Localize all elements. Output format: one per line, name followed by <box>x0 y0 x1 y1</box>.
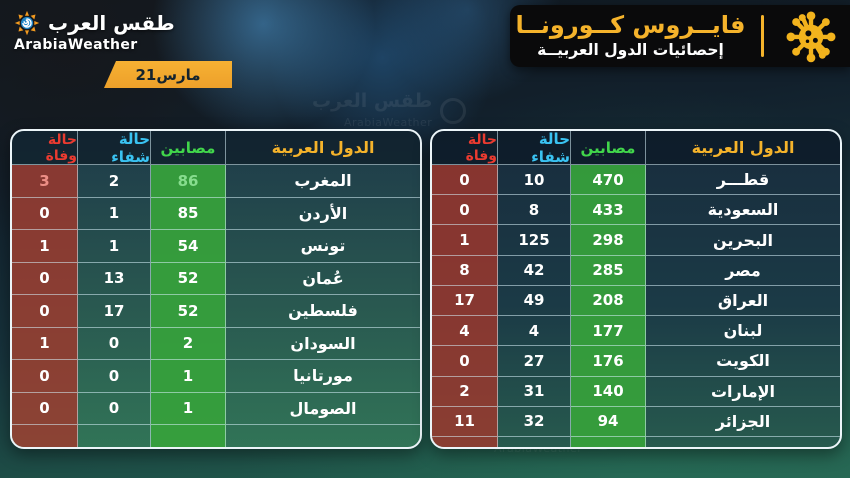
country-cell: عُمان <box>226 263 420 295</box>
infected-cell: 208 <box>571 285 646 317</box>
recovered-cell: 27 <box>498 346 571 377</box>
country-cell: الكويت <box>646 346 840 377</box>
brand-name-english: ArabiaWeather <box>14 37 138 53</box>
deaths-cell: 0 <box>12 392 78 425</box>
empty-cell <box>78 425 151 447</box>
empty-cell <box>646 437 840 447</box>
country-cell: الإمارات <box>646 377 840 407</box>
deaths-cell: 0 <box>432 346 498 377</box>
deaths-cell: 4 <box>432 316 498 347</box>
infected-cell: 433 <box>571 195 646 226</box>
country-cell: مصر <box>646 256 840 286</box>
virus-icon <box>772 5 850 67</box>
recovered-cell: 1 <box>78 197 151 230</box>
recovered-cell: 8 <box>498 195 571 226</box>
column-header-deaths: حالة وفاة <box>432 131 498 165</box>
infected-cell: 470 <box>571 165 646 196</box>
country-cell: السودان <box>226 328 420 360</box>
recovered-cell: 125 <box>498 225 571 256</box>
recovered-cell: 32 <box>498 406 571 437</box>
recovered-cell: 0 <box>78 327 151 360</box>
infected-cell: 285 <box>571 255 646 286</box>
column-header-country: الدول العربية <box>226 131 420 165</box>
sun-swirl-icon <box>14 10 40 36</box>
stats-table-left: الدول العربية مصابين حالة شفاء حالة وفاة الم… <box>10 129 422 449</box>
recovered-cell: 0 <box>78 360 151 393</box>
recovered-cell: 31 <box>498 376 571 407</box>
deaths-cell: 0 <box>12 295 78 328</box>
recovered-cell: 10 <box>498 165 571 196</box>
infected-cell: 298 <box>571 225 646 256</box>
empty-cell <box>432 436 498 447</box>
deaths-cell: 17 <box>432 285 498 317</box>
deaths-cell: 2 <box>432 376 498 407</box>
deaths-cell: 0 <box>12 360 78 393</box>
country-cell: مورتانيا <box>226 360 420 393</box>
country-cell: قطـــر <box>646 165 840 196</box>
deaths-cell: 1 <box>12 230 78 263</box>
infected-cell: 52 <box>151 295 226 328</box>
infected-cell: 94 <box>571 406 646 437</box>
infected-cell: 85 <box>151 197 226 230</box>
deaths-cell: 8 <box>432 255 498 286</box>
infected-cell: 86 <box>151 165 226 198</box>
watermark-swirl-icon <box>440 98 467 124</box>
country-cell: الأردن <box>226 198 420 230</box>
stats-table-right: الدول العربية مصابين حالة شفاء حالة وفاة قطـ… <box>430 129 842 449</box>
recovered-cell: 2 <box>78 165 151 198</box>
country-cell: العراق <box>646 286 840 317</box>
column-header-deaths: حالة وفاة <box>12 131 78 165</box>
country-cell: البحرين <box>646 225 840 256</box>
empty-cell <box>571 436 646 447</box>
deaths-cell: 0 <box>432 165 498 196</box>
country-cell: الجزائر <box>646 407 840 437</box>
deaths-cell: 0 <box>12 262 78 295</box>
column-header-infected: مصابين <box>571 131 646 165</box>
empty-cell <box>12 425 78 447</box>
country-cell: تونس <box>226 230 420 263</box>
infected-cell: 54 <box>151 230 226 263</box>
empty-cell <box>498 436 571 447</box>
column-header-recovered: حالة شفاء <box>498 131 571 166</box>
column-header-infected: مصابين <box>151 131 226 165</box>
deaths-cell: 0 <box>432 195 498 226</box>
deaths-cell: 3 <box>12 165 78 198</box>
infographic-subtitle: إحصائيات الدول العربيــة <box>537 40 724 59</box>
infographic-title: فايــروس كــورونــا <box>515 11 746 40</box>
column-header-recovered: حالة شفاء <box>78 131 151 166</box>
infected-cell: 177 <box>571 316 646 347</box>
infected-cell: 2 <box>151 327 226 360</box>
deaths-cell: 11 <box>432 406 498 437</box>
recovered-cell: 0 <box>78 392 151 425</box>
recovered-cell: 17 <box>78 295 151 328</box>
empty-cell <box>151 425 226 447</box>
banner-divider <box>761 15 764 57</box>
country-cell: السعودية <box>646 195 840 226</box>
empty-cell <box>226 425 420 447</box>
country-cell: الصومال <box>226 393 420 425</box>
brand-logo: طقس العرب ArabiaWeather <box>14 10 175 53</box>
infected-cell: 176 <box>571 346 646 377</box>
deaths-cell: 1 <box>432 225 498 256</box>
infected-cell: 140 <box>571 376 646 407</box>
recovered-cell: 42 <box>498 255 571 286</box>
infected-cell: 52 <box>151 262 226 295</box>
infected-cell: 1 <box>151 360 226 393</box>
recovered-cell: 49 <box>498 285 571 317</box>
column-header-country: الدول العربية <box>646 131 840 165</box>
date-badge: مارس21 <box>104 61 232 88</box>
infected-cell: 1 <box>151 392 226 425</box>
recovered-cell: 13 <box>78 262 151 295</box>
deaths-cell: 1 <box>12 327 78 360</box>
country-cell: المغرب <box>226 165 420 198</box>
country-cell: لبنان <box>646 316 840 347</box>
country-cell: فلسطين <box>226 295 420 328</box>
deaths-cell: 0 <box>12 197 78 230</box>
title-banner: فايــروس كــورونــا إحصائيات الدول العرب… <box>510 5 850 67</box>
brand-name-arabic: طقس العرب <box>48 11 175 35</box>
recovered-cell: 4 <box>498 316 571 347</box>
recovered-cell: 1 <box>78 230 151 263</box>
